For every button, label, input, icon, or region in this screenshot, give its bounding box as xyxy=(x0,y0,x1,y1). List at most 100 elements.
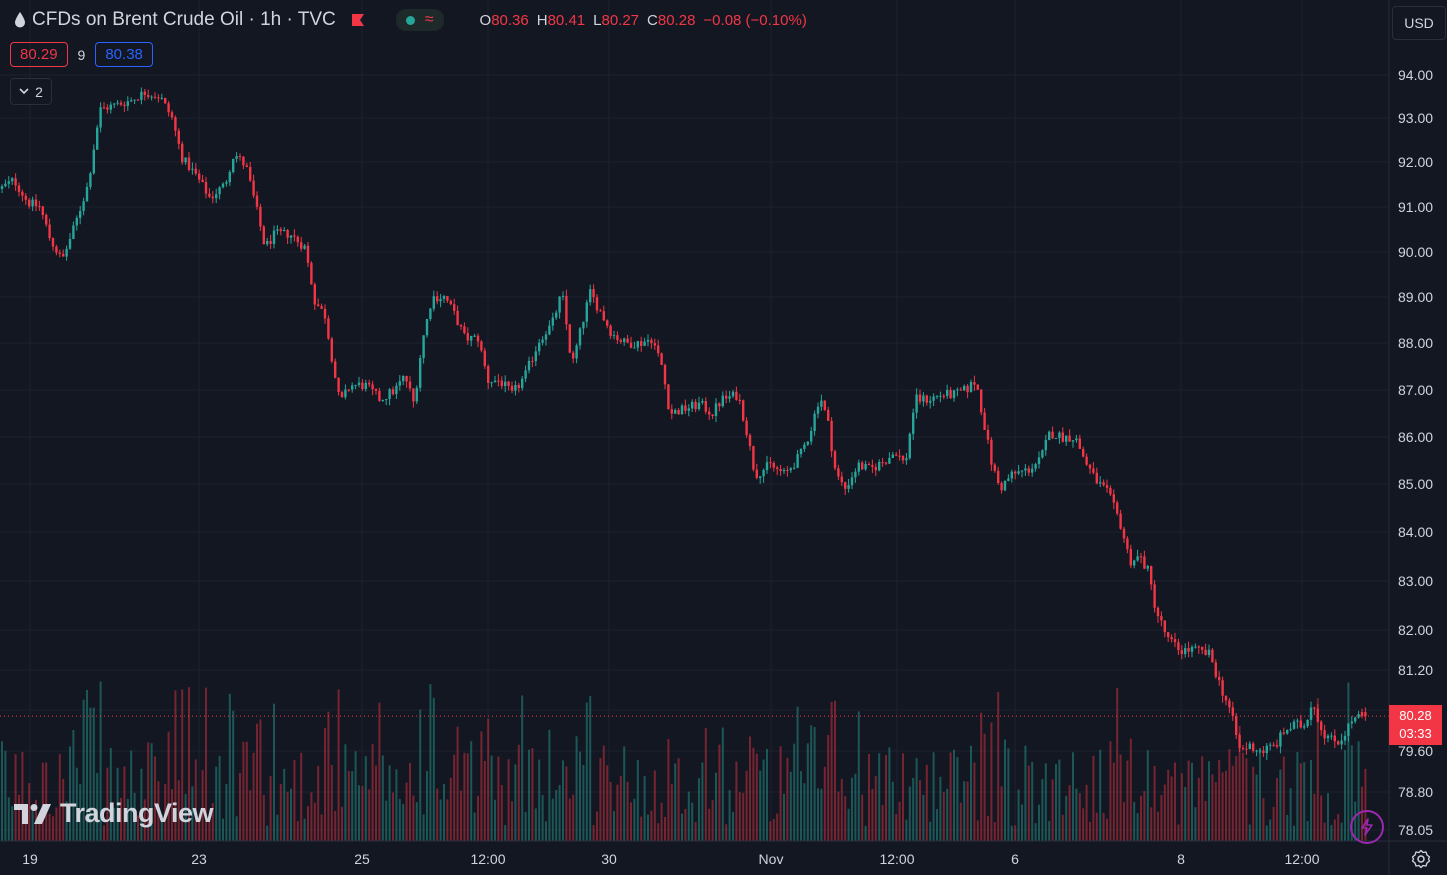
volume-bar xyxy=(198,818,201,841)
candle-body xyxy=(558,296,561,313)
volume-bar xyxy=(52,816,54,841)
candle-body xyxy=(334,361,337,378)
volume-bar xyxy=(531,748,534,841)
candle-body xyxy=(160,97,163,99)
volume-bar xyxy=(1082,808,1085,841)
candle-body xyxy=(398,381,401,386)
volume-bar xyxy=(361,785,364,841)
candle-body xyxy=(796,454,799,468)
candle-body xyxy=(1313,707,1316,709)
volume-bar xyxy=(1228,748,1231,841)
volume-bar xyxy=(120,797,122,841)
volume-bar xyxy=(1078,793,1081,841)
volume-bar xyxy=(154,756,156,841)
volume-bar xyxy=(1191,762,1193,841)
price-tick-label: 94.00 xyxy=(1398,67,1433,83)
volume-bar xyxy=(840,778,843,841)
candle-body xyxy=(507,381,510,386)
lightning-button[interactable] xyxy=(1350,810,1384,844)
candle-body xyxy=(854,471,857,478)
volume-bar xyxy=(698,778,700,841)
candle-body xyxy=(147,94,150,97)
sell-button[interactable]: 80.29 xyxy=(10,42,68,67)
candle-body xyxy=(1027,468,1030,473)
candle-body xyxy=(1316,708,1319,722)
volume-bar xyxy=(402,803,405,841)
candle-body xyxy=(483,350,486,367)
symbol-header[interactable]: CFDs on Brent Crude Oil · 1h · TVC ≈ O80… xyxy=(14,9,807,31)
candle-body xyxy=(245,165,248,168)
volume-bar xyxy=(643,776,646,841)
volume-bar xyxy=(1201,756,1204,841)
price-tick-label: 83.00 xyxy=(1398,573,1433,589)
volume-bar xyxy=(779,746,782,841)
volume-bar xyxy=(347,770,350,841)
volume-bar xyxy=(633,798,636,841)
volume-bar xyxy=(150,743,153,841)
candle-body xyxy=(109,104,112,110)
candle-body xyxy=(449,300,452,305)
candlesticks xyxy=(0,87,1367,761)
candle-body xyxy=(466,333,469,341)
buy-button[interactable]: 80.38 xyxy=(95,42,153,67)
candle-body xyxy=(616,335,619,341)
tradingview-logo[interactable]: TradingView xyxy=(14,798,214,829)
candle-body xyxy=(357,382,361,385)
volume-bar xyxy=(915,758,918,841)
volume-bar xyxy=(364,756,367,841)
candle-body xyxy=(58,252,61,254)
volume-bar xyxy=(205,687,207,841)
volume-bar xyxy=(354,751,357,841)
volume-bar xyxy=(1279,769,1282,841)
candle-body xyxy=(388,389,391,399)
volume-bar xyxy=(609,782,612,841)
volume-bar xyxy=(55,807,58,841)
volume-bar xyxy=(1055,763,1057,841)
volume-bar xyxy=(507,759,510,841)
candle-body xyxy=(313,284,316,305)
candle-body xyxy=(1286,730,1289,734)
volume-bar xyxy=(381,755,384,841)
volume-bar xyxy=(232,710,235,841)
candle-body xyxy=(704,401,707,412)
volume-bar xyxy=(1095,812,1098,841)
volume-bar xyxy=(69,746,71,841)
volume-bar xyxy=(905,819,908,841)
candle-body xyxy=(867,464,871,466)
candle-body xyxy=(1201,646,1204,650)
volume-bar xyxy=(160,814,163,841)
volume-bar xyxy=(378,702,381,841)
volume-bar xyxy=(1340,822,1343,841)
volume-bar xyxy=(392,792,394,841)
candle-body xyxy=(609,325,612,336)
candle-body xyxy=(198,173,201,180)
volume-bar xyxy=(1214,782,1217,841)
flag-icon[interactable] xyxy=(350,12,366,28)
candle-body xyxy=(368,382,371,385)
chart-settings-button[interactable] xyxy=(1408,846,1434,872)
candle-body xyxy=(1211,649,1214,663)
candle-body xyxy=(395,385,398,395)
candle-body xyxy=(646,339,650,342)
candle-body xyxy=(89,173,92,187)
volume-bar xyxy=(1333,819,1336,841)
time-tick-label: 25 xyxy=(354,851,370,867)
candle-body xyxy=(504,381,507,387)
candle-body xyxy=(1180,650,1183,655)
volume-bar xyxy=(630,802,632,841)
ohlc-close: C80.28 xyxy=(647,11,696,29)
indicators-collapse-button[interactable]: 2 xyxy=(10,78,52,105)
candle-body xyxy=(534,351,537,362)
time-axis[interactable]: 19 23 25 12:00 30 Nov 12:00 6 8 12:00 xyxy=(22,851,1320,867)
candle-body xyxy=(782,469,786,472)
volume-bar xyxy=(613,811,615,841)
currency-button[interactable]: USD xyxy=(1392,6,1446,40)
candle-body xyxy=(592,289,595,298)
symbol-title[interactable]: CFDs on Brent Crude Oil · 1h · TVC xyxy=(32,9,336,30)
volume-bar xyxy=(96,773,99,841)
candle-body xyxy=(619,340,622,342)
volume-bar xyxy=(551,798,554,841)
market-status-pill[interactable]: ≈ xyxy=(395,9,444,31)
volume-bar xyxy=(1017,789,1020,841)
